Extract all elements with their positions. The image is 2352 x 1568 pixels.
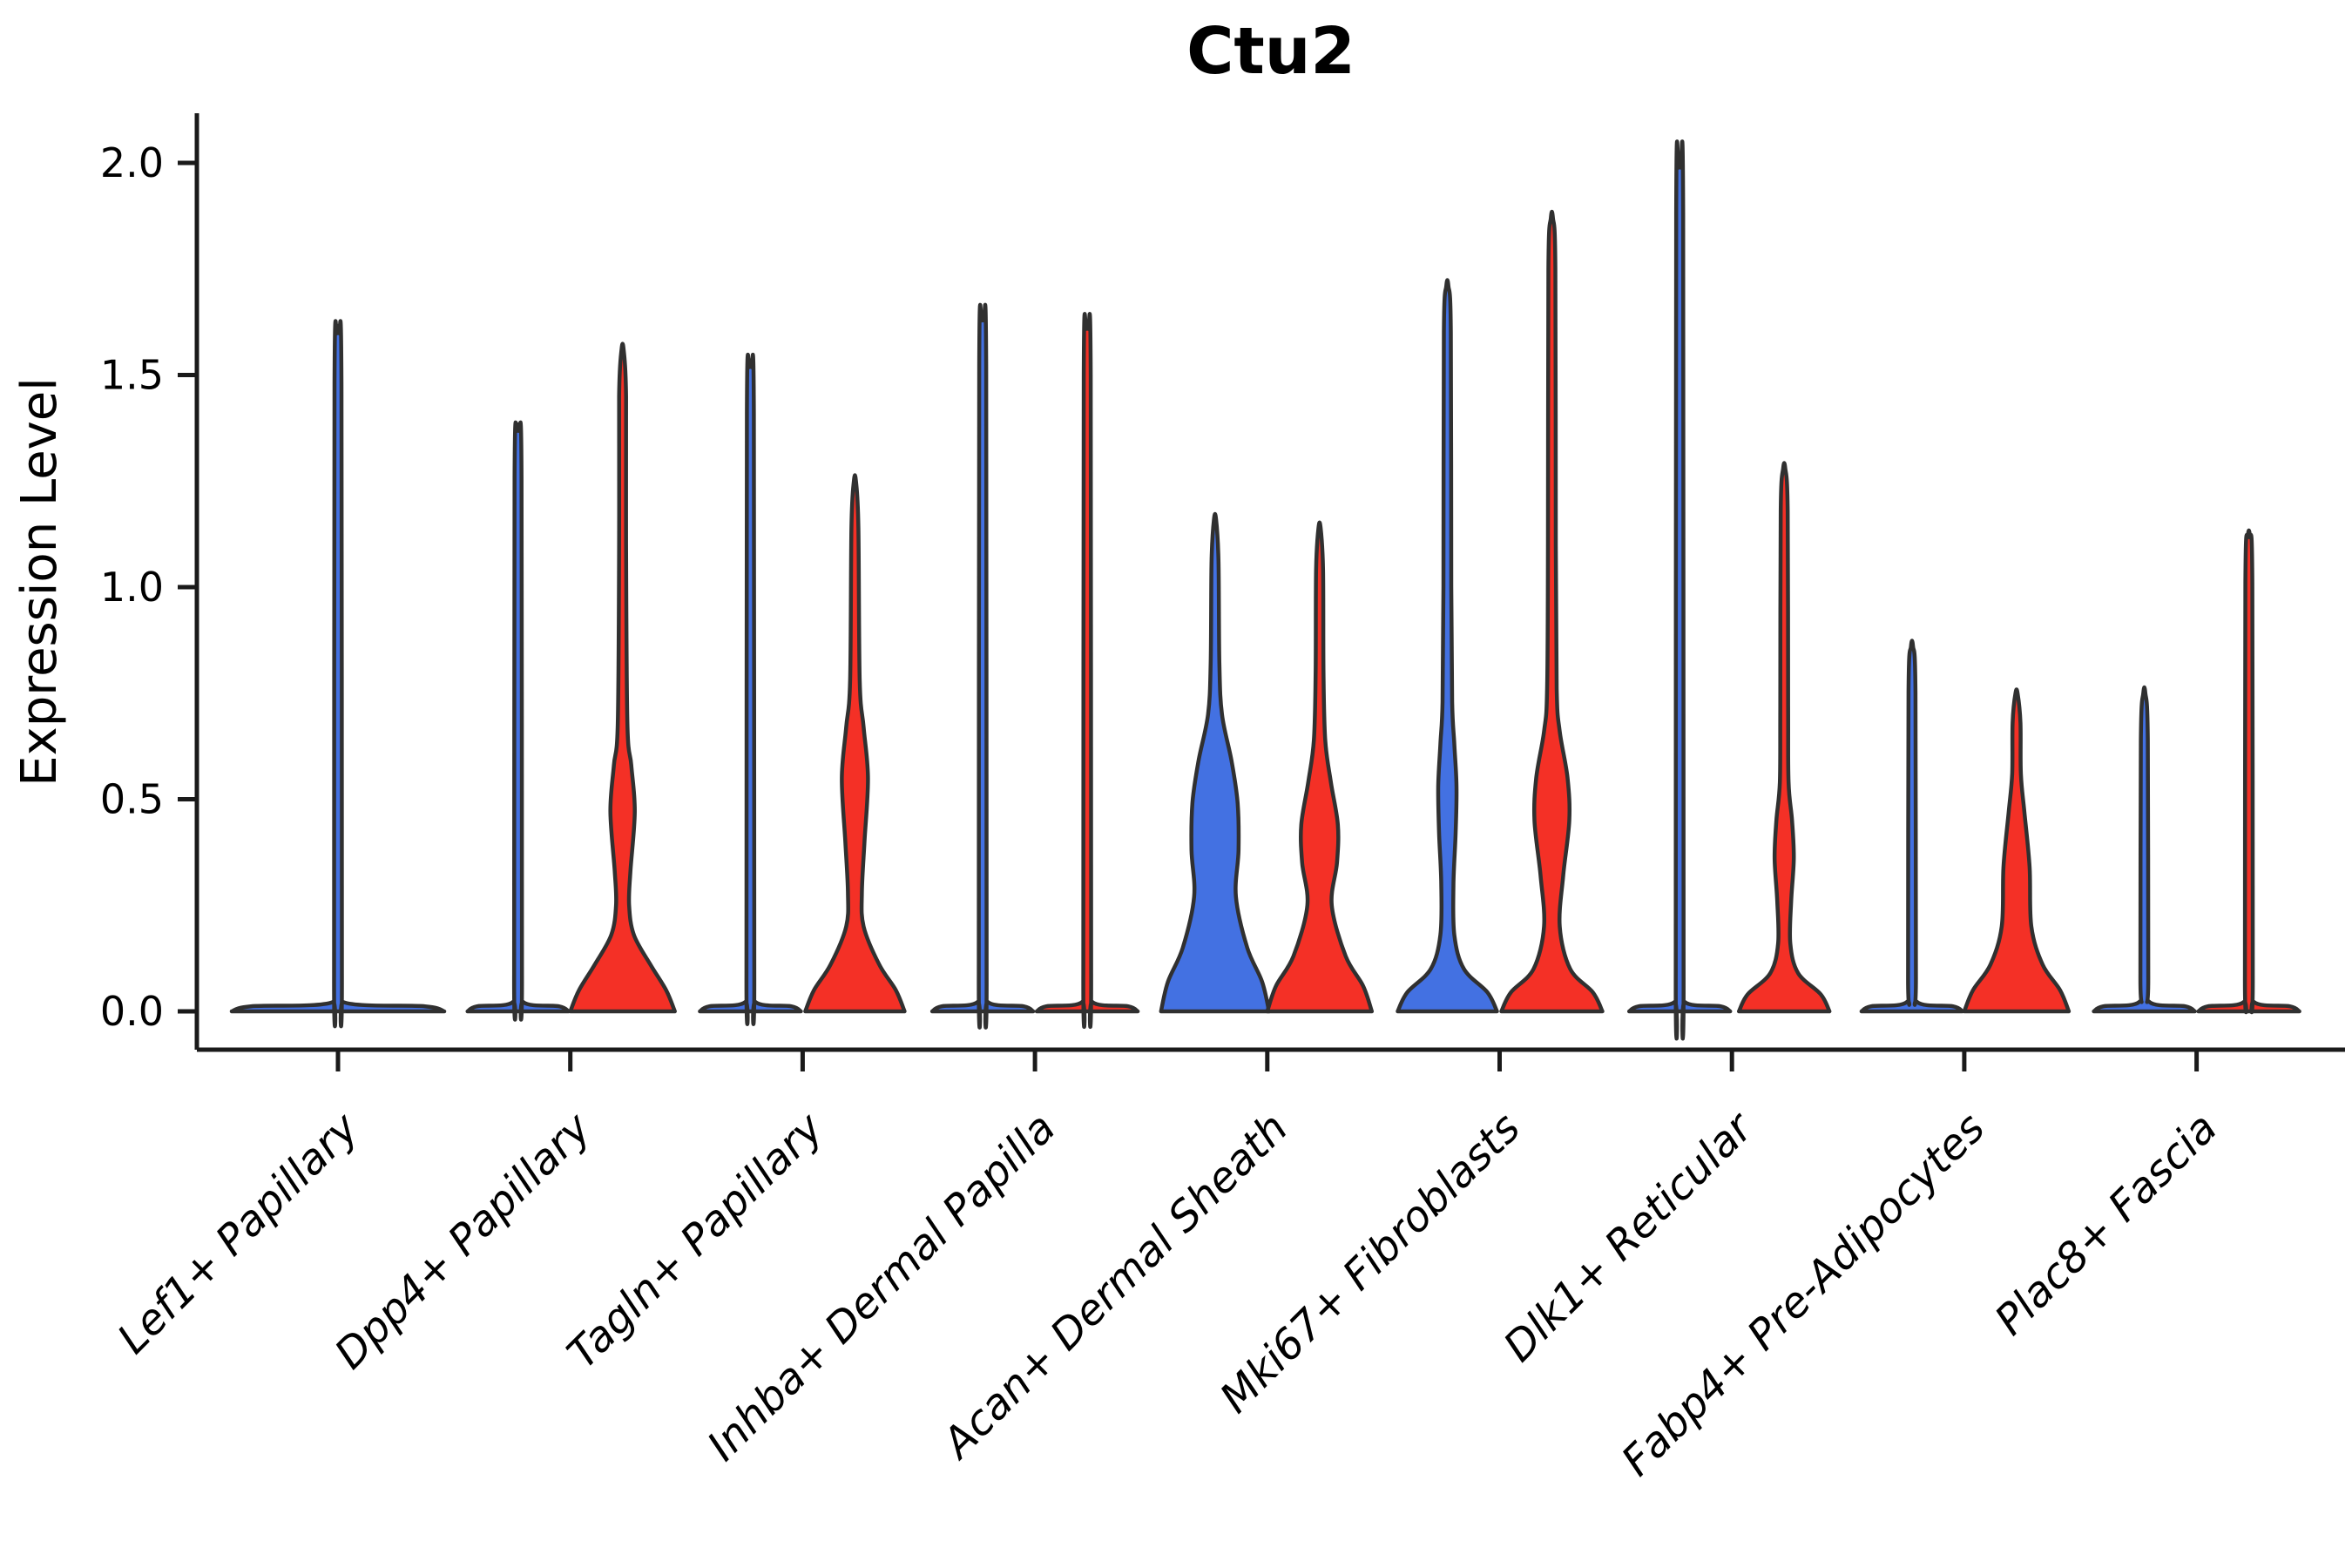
violin-lef1-papillary-unsplit — [229, 319, 447, 1029]
x-tick-label: Plac8+ Fascia — [1985, 1104, 2227, 1345]
violin-plac8-fascia-condition-blue — [2092, 685, 2197, 1014]
x-tick-label: Tagln+ Papillary — [558, 1103, 834, 1378]
y-tick-label: 2.0 — [100, 139, 164, 186]
violin-acan-dermal-sheath-condition-blue — [1159, 511, 1272, 1014]
violin-dpp4-papillary-condition-blue — [465, 420, 571, 1022]
violin-tagln-papillary-condition-red — [803, 473, 907, 1014]
violin-acan-dermal-sheath-condition-red — [1265, 520, 1375, 1014]
y-tick-label: 0.0 — [100, 988, 164, 1035]
violin-fabp4-pre-adipocytes-condition-red — [1962, 687, 2072, 1014]
y-tick-label: 1.0 — [100, 564, 164, 611]
violin-dlk1-reticular-condition-red — [1736, 461, 1832, 1014]
y-tick-label: 0.5 — [100, 776, 164, 823]
axes-layer — [178, 113, 2345, 1071]
violin-plac8-fascia-condition-red — [2196, 528, 2301, 1015]
violin-inhba-dermal-papilla-condition-blue — [929, 302, 1036, 1030]
violin-tagln-papillary-condition-blue — [698, 352, 803, 1026]
violin-dlk1-reticular-condition-blue — [1626, 139, 1733, 1041]
x-tick-label: Dpp4+ Papillary — [326, 1103, 601, 1378]
violin-dpp4-papillary-condition-red — [568, 341, 677, 1014]
violin-fabp4-pre-adipocytes-condition-blue — [1859, 639, 1965, 1014]
violin-inhba-dermal-papilla-condition-red — [1034, 312, 1140, 1030]
y-tick-label: 1.5 — [100, 352, 164, 399]
violin-layer — [229, 139, 2301, 1041]
x-tick-label: Lef1+ Papillary — [108, 1103, 368, 1363]
y-axis-label: Expression Level — [11, 377, 68, 787]
x-tick-label: Dlk1+ Reticular — [1494, 1102, 1764, 1372]
plot-title: Ctu2 — [1186, 14, 1355, 89]
violin-mki67-fibroblasts-condition-red — [1499, 209, 1605, 1014]
violin-mki67-fibroblasts-condition-blue — [1396, 278, 1499, 1014]
